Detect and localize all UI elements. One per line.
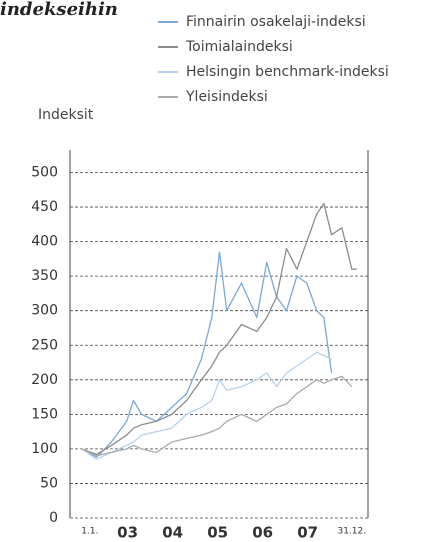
series-line (81, 375, 353, 457)
y-tick-label: 450 (31, 199, 58, 215)
y-tick-label: 100 (31, 441, 58, 457)
y-tick-label: 500 (31, 165, 58, 181)
series-line (81, 202, 357, 456)
legend-label: Yleisindeksi (185, 89, 268, 105)
y-tick-label: 200 (31, 372, 58, 388)
series-line (81, 251, 333, 458)
x-tick-label: 05 (207, 524, 228, 542)
x-tick-label: 04 (162, 524, 183, 542)
series-line (81, 351, 332, 460)
y-tick-label: 300 (31, 303, 58, 319)
y-tick-label: 350 (31, 268, 58, 284)
x-tick-label: 31.12. (337, 527, 366, 537)
y-tick-label: 150 (31, 406, 58, 422)
legend-label: Helsingin benchmark-indeksi (186, 64, 389, 80)
y-tick-label: 50 (40, 475, 58, 491)
chart-title: indekseihin (0, 0, 118, 20)
y-tick-label: 250 (31, 337, 58, 353)
x-tick-label: 07 (297, 524, 318, 542)
legend-label: Finnairin osakelaji-indeksi (186, 14, 366, 30)
x-tick-label: 06 (252, 524, 273, 542)
y-tick-label: 0 (49, 510, 58, 526)
x-tick-label: 1.1. (81, 527, 98, 537)
y-tick-label: 400 (31, 234, 58, 250)
x-tick-label: 03 (117, 524, 138, 542)
legend-label: Toimialaindeksi (185, 39, 293, 55)
y-axis-label: Indeksit (38, 107, 94, 123)
